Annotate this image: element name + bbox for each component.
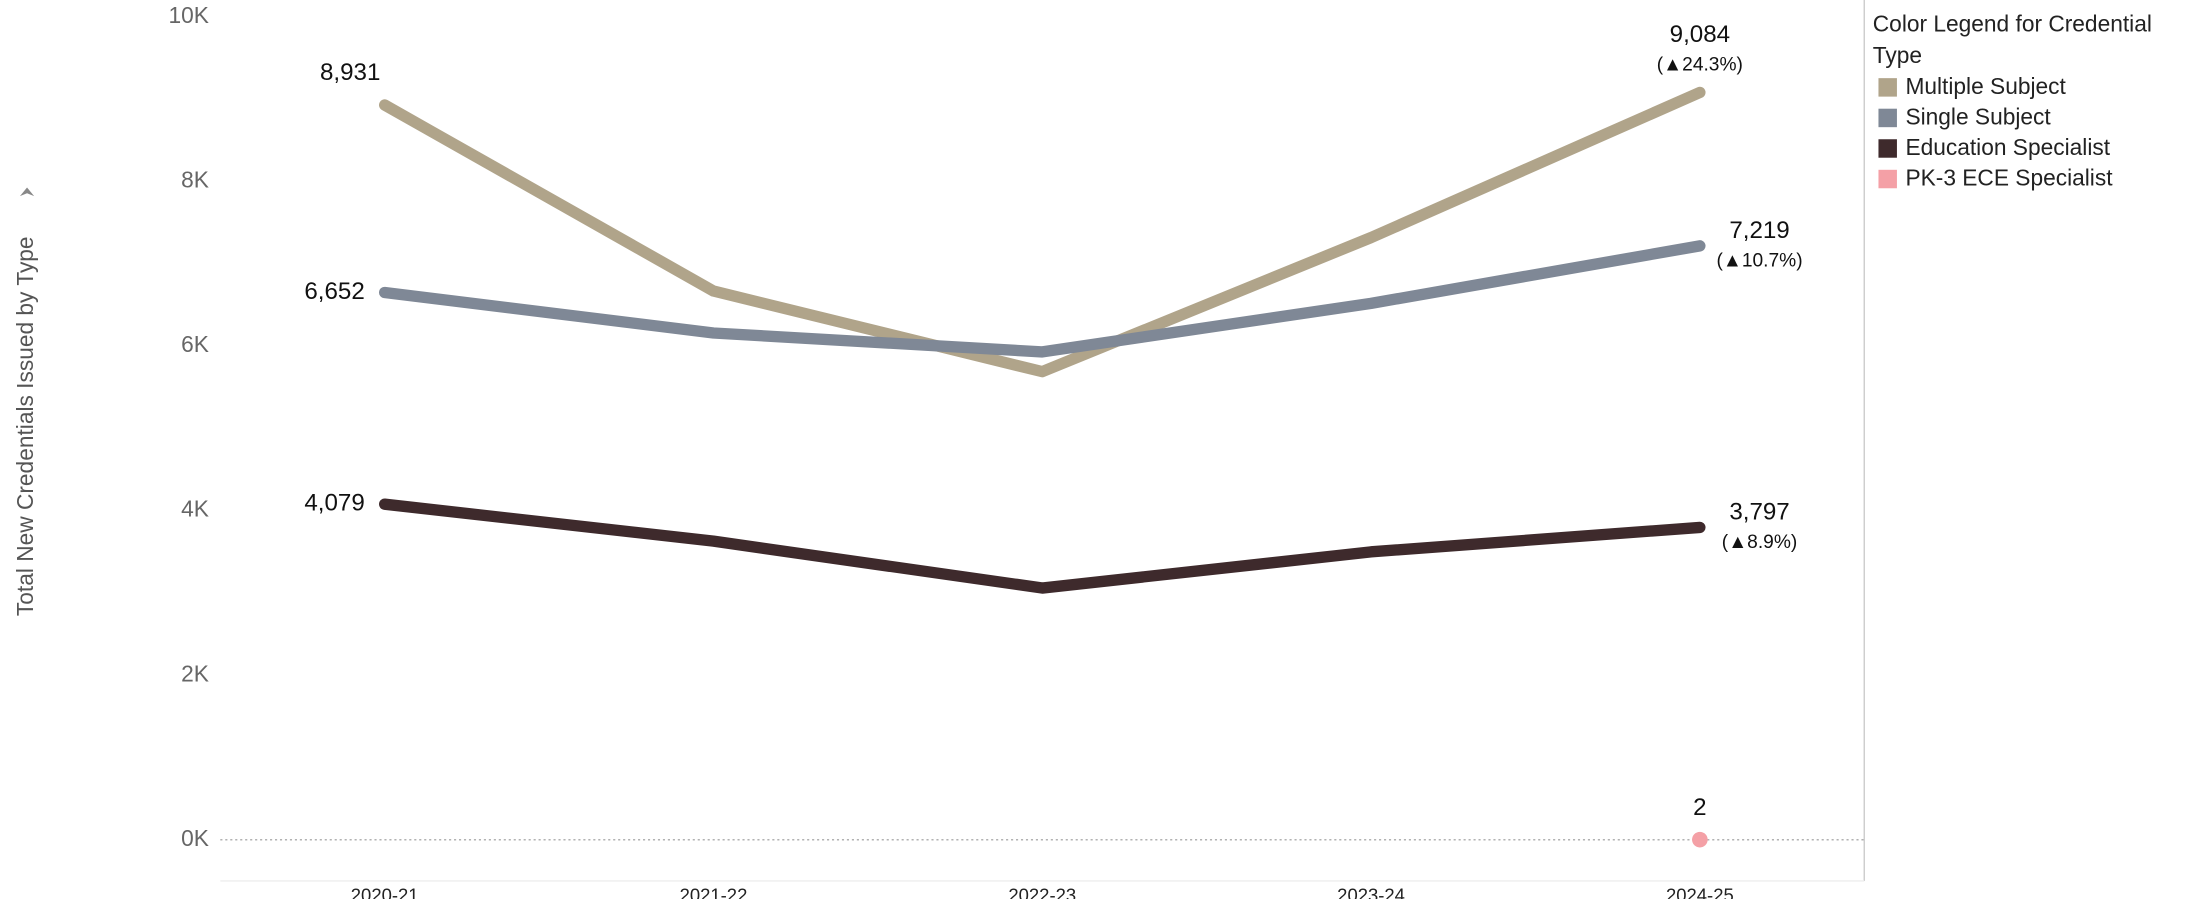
x-tick-label: 2020-21 xyxy=(351,884,419,899)
legend-swatch xyxy=(1878,108,1897,128)
y-tick-label: 0K xyxy=(181,825,209,851)
legend-label: PK-3 ECE Specialist xyxy=(1905,165,2113,191)
series-point xyxy=(1692,831,1708,848)
legend-label: Single Subject xyxy=(1905,104,2051,130)
y-tick-label: 6K xyxy=(181,331,209,357)
change-label: (▲10.7%) xyxy=(1716,251,1802,272)
value-label: 9,084 xyxy=(1670,21,1730,48)
legend-label: Multiple Subject xyxy=(1905,73,2066,99)
change-label: (▲8.9%) xyxy=(1722,532,1797,553)
value-label: 8,931 xyxy=(320,59,380,86)
y-axis-title-group: Total New Credentials Issued by Type xyxy=(12,187,38,616)
series-line xyxy=(378,498,1706,594)
x-tick-label: 2024-25 xyxy=(1666,884,1734,899)
value-label: 4,079 xyxy=(304,490,364,517)
value-label: 6,652 xyxy=(304,278,364,305)
pin-icon xyxy=(19,187,35,197)
legend-swatch xyxy=(1878,78,1897,97)
x-tick-label: 2023-24 xyxy=(1337,884,1405,899)
legend-title: Type xyxy=(1873,42,1922,68)
x-tick-label: 2022-23 xyxy=(1008,884,1076,899)
y-tick-label: 4K xyxy=(181,496,209,522)
y-tick-label: 2K xyxy=(181,660,209,686)
legend-title: Color Legend for Credential xyxy=(1873,11,2152,37)
legend-label: Education Specialist xyxy=(1905,134,2110,160)
series-line xyxy=(378,86,1706,378)
y-tick-label: 8K xyxy=(181,167,209,193)
value-label: 2 xyxy=(1693,794,1706,821)
x-tick-label: 2021-22 xyxy=(680,884,748,899)
legend-swatch xyxy=(1878,169,1897,189)
value-label: 7,219 xyxy=(1729,217,1789,244)
y-axis-title: Total New Credentials Issued by Type xyxy=(12,236,38,616)
change-label: (▲24.3%) xyxy=(1657,54,1743,75)
legend-swatch xyxy=(1878,139,1897,158)
series-line xyxy=(378,240,1706,358)
y-tick-label: 10K xyxy=(168,2,208,28)
value-label: 3,797 xyxy=(1729,499,1789,526)
